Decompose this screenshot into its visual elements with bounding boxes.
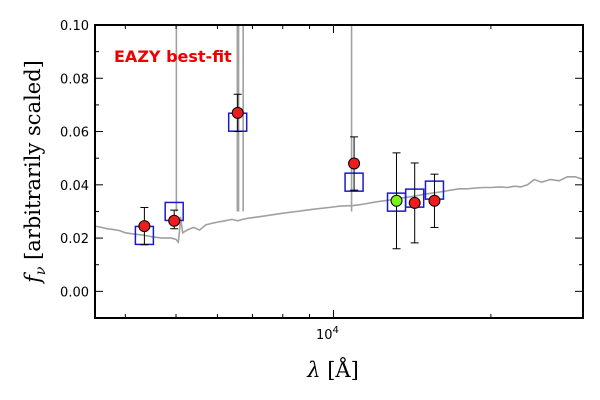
observed-flux-point — [428, 194, 441, 207]
template-spectrum-line — [95, 176, 583, 245]
plot-data-layer — [95, 25, 583, 250]
y-axis-label: fν [arbitrarily scaled] — [21, 60, 49, 285]
labels-layer: 0.00 0.02 0.04 0.06 0.08 0.10 104 λ [Å] fν [arbi… — [21, 19, 359, 382]
eazy-best-fit-label: EAZY best-fit — [114, 47, 232, 66]
x-tick-label: 104 — [316, 325, 339, 343]
y-tick-label: 0.08 — [60, 72, 89, 87]
observed-flux-point — [168, 214, 181, 227]
y-tick-label: 0.02 — [60, 232, 89, 247]
axes-layer — [94, 24, 584, 319]
y-tick-label: 0.00 — [60, 285, 89, 300]
y-tick-label: 0.06 — [60, 126, 89, 141]
plot-frame — [94, 24, 584, 319]
observed-flux-point — [348, 157, 361, 170]
x-axis-label: λ [Å] — [306, 357, 359, 382]
observed-flux-point-highlight — [390, 194, 403, 207]
observed-flux-point — [138, 220, 151, 233]
y-tick-label: 0.10 — [60, 19, 89, 34]
observed-flux-point — [408, 196, 421, 209]
observed-flux-point — [231, 106, 244, 119]
y-tick-label: 0.04 — [60, 179, 89, 194]
